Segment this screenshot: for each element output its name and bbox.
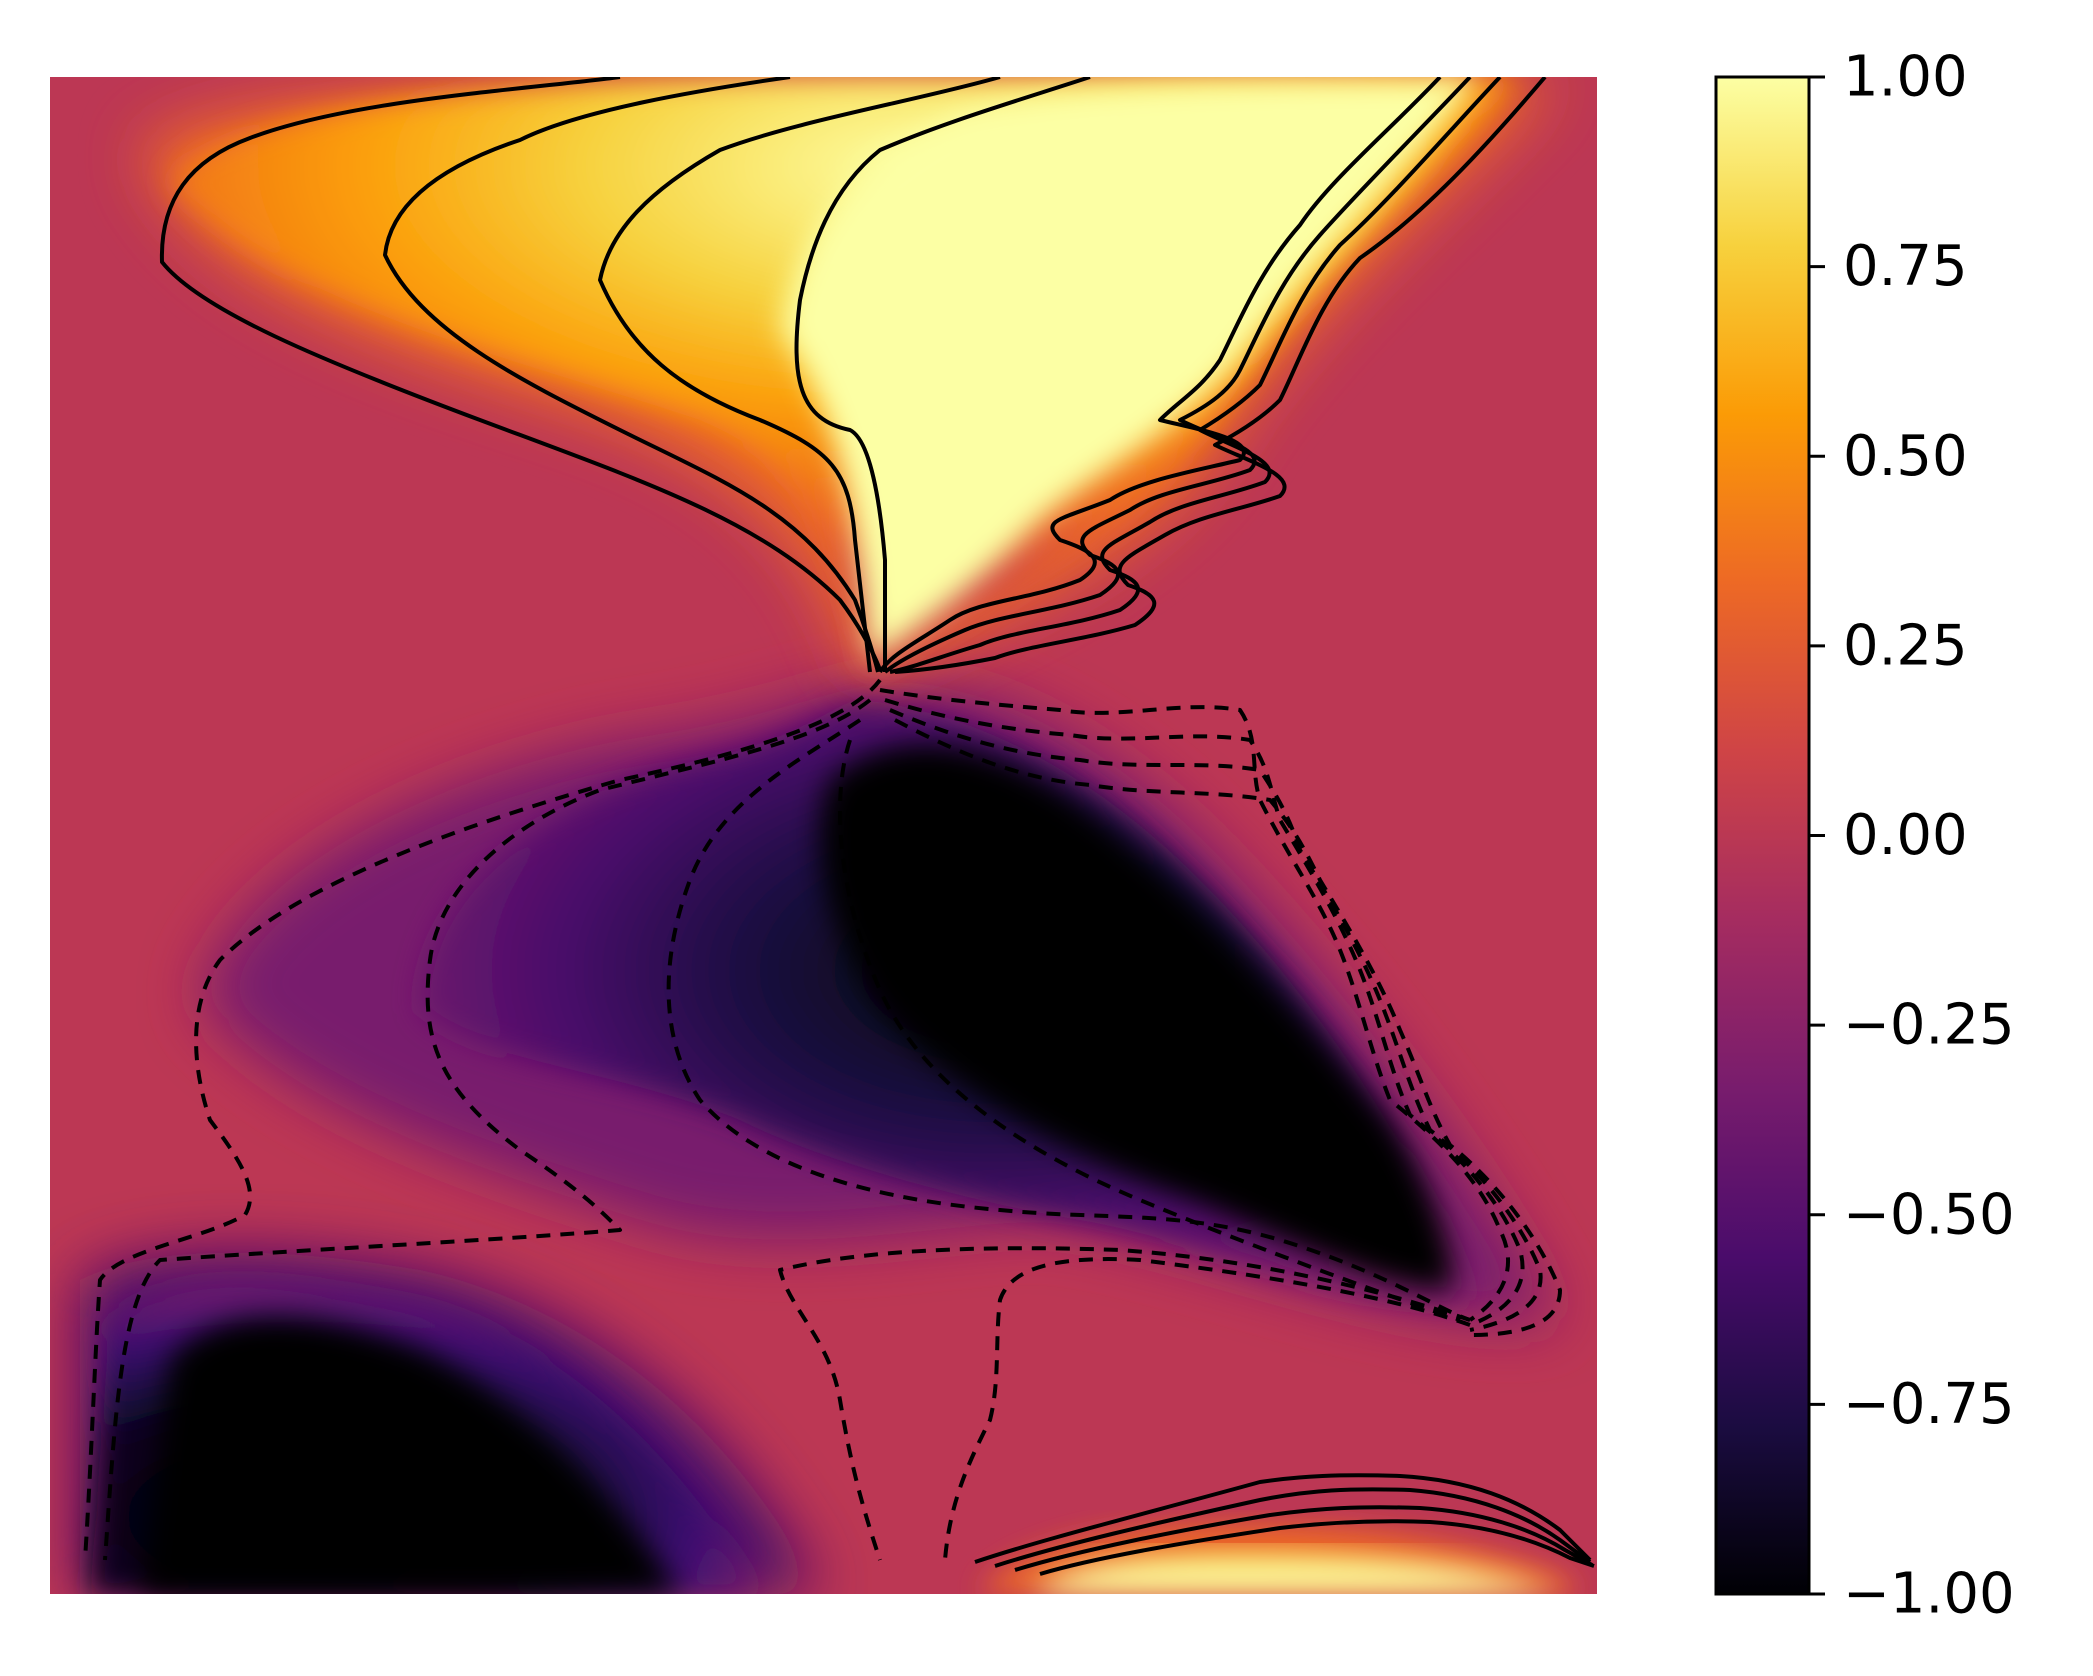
colorbar-tick-label: −0.25 xyxy=(1843,993,2015,1058)
colorbar-tick-label: −0.75 xyxy=(1843,1372,2015,1437)
contour-line xyxy=(666,718,1471,1322)
contour-line xyxy=(83,678,882,1561)
heatmap-panel xyxy=(50,77,1597,1594)
lower-right-positive-band xyxy=(1030,1551,1560,1594)
negative-contours xyxy=(83,678,1562,1561)
contour-line xyxy=(994,1487,1592,1568)
contour-line xyxy=(884,698,1525,1327)
lower-left-negative-core xyxy=(140,1317,680,1594)
contour-line xyxy=(103,698,872,1561)
colorbar-tick-label: 0.25 xyxy=(1843,613,1968,678)
contour-line xyxy=(879,688,1511,1322)
contour-line xyxy=(1014,1505,1593,1572)
central-negative-core xyxy=(819,745,1452,1290)
contour-line xyxy=(894,718,1562,1337)
colorbar-tick-label: −1.00 xyxy=(1843,1562,2015,1627)
colorbar-tick-label: −0.50 xyxy=(1843,1182,2015,1247)
contour-line xyxy=(878,77,1442,674)
colorbar-tick-label: 1.00 xyxy=(1843,45,1968,110)
positive-contours xyxy=(159,77,1595,1576)
colorbar-ticks: 1.00 0.75 0.50 0.25 0.00 −0.25 −0.50 −0.75 −1.00 xyxy=(1809,45,2015,1627)
colorbar: 1.00 0.75 0.50 0.25 0.00 −0.25 −0.50 −0.75 −1.00 xyxy=(1714,45,2015,1627)
contour-line xyxy=(1039,1519,1595,1576)
colorbar-tick-label: 0.50 xyxy=(1843,424,1968,489)
contour-line xyxy=(159,77,882,671)
contour-line xyxy=(598,77,1001,673)
contour-line xyxy=(838,739,1461,1322)
contour-line xyxy=(974,1473,1592,1564)
upper-positive-core xyxy=(780,77,1480,660)
colorbar-gradient xyxy=(1714,75,1811,1596)
contour-line xyxy=(889,77,1502,674)
contour-line xyxy=(883,77,1472,674)
contour-line xyxy=(889,708,1543,1332)
colorbar-tick-label: 0.00 xyxy=(1843,803,1968,868)
contour-line xyxy=(383,77,880,673)
contour-line xyxy=(894,77,1547,674)
contour-line xyxy=(794,77,1091,672)
colorbar-tick-label: 0.75 xyxy=(1843,234,1968,299)
contour-line xyxy=(778,1246,1471,1561)
